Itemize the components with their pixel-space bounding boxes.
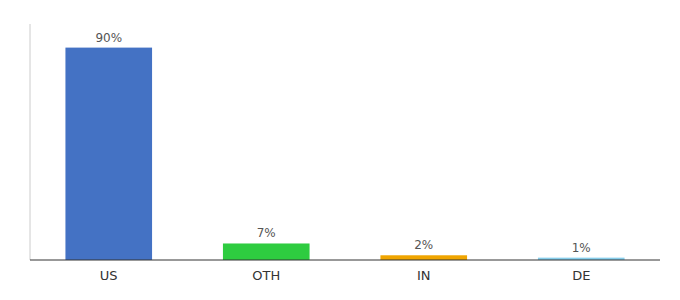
x-axis-line (30, 260, 660, 261)
data-label: 7% (257, 226, 276, 240)
bar (65, 48, 152, 260)
bar (223, 243, 310, 260)
data-label: 1% (572, 241, 591, 255)
x-tick-label: US (100, 268, 118, 283)
chart: US OTH IN DE 90% 7% 2% 1% (0, 0, 680, 300)
x-tick-label: DE (572, 268, 590, 283)
data-label: 90% (95, 31, 122, 45)
data-label: 2% (414, 238, 433, 252)
bar (380, 255, 467, 260)
x-tick-label: IN (417, 268, 431, 283)
x-tick-label: OTH (252, 268, 280, 283)
y-axis-line (30, 24, 31, 260)
